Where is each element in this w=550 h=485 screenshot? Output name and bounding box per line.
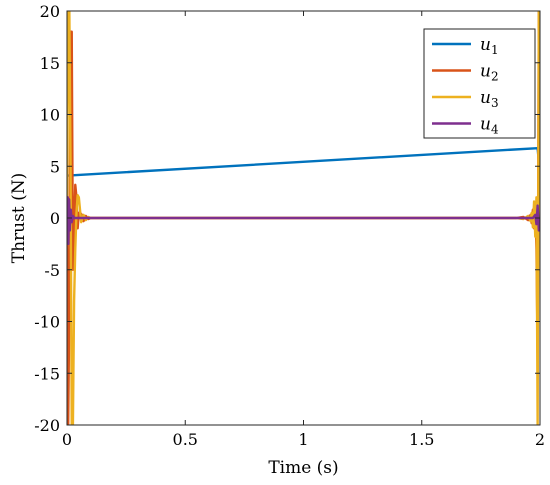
legend-label-subscript: 1 <box>491 43 499 57</box>
y-tick-label: 5 <box>50 157 60 176</box>
y-tick-label: -20 <box>34 416 60 435</box>
axes: 0 0.5 1 1.5 2 -20 -15 -10 -5 0 5 10 15 20 <box>34 2 545 449</box>
plot-area <box>67 11 540 425</box>
legend-label-subscript: 2 <box>491 70 499 84</box>
y-tick-label: 15 <box>40 54 60 73</box>
y-tick-label: -5 <box>44 261 60 280</box>
y-tick-label: -10 <box>34 313 60 332</box>
x-tick-label: 1.5 <box>409 430 434 449</box>
x-axis-label: Time (s) <box>268 458 338 478</box>
series-line-u1 <box>67 146 540 177</box>
legend-label-subscript: 3 <box>491 96 499 110</box>
y-tick-label: 0 <box>50 209 60 228</box>
series-line-u4 <box>67 196 540 246</box>
x-tick-label: 1 <box>298 430 308 449</box>
y-tick-label: 10 <box>40 106 60 125</box>
legend-label-subscript: 4 <box>491 123 499 137</box>
x-tick-label: 2 <box>535 430 545 449</box>
y-tick-label: 20 <box>40 2 60 21</box>
y-tick-label: -15 <box>34 364 60 383</box>
x-tick-label: 0 <box>62 430 72 449</box>
x-tick-label: 0.5 <box>173 430 198 449</box>
y-axis-label: Thrust (N) <box>9 173 29 263</box>
legend-box <box>423 28 536 139</box>
